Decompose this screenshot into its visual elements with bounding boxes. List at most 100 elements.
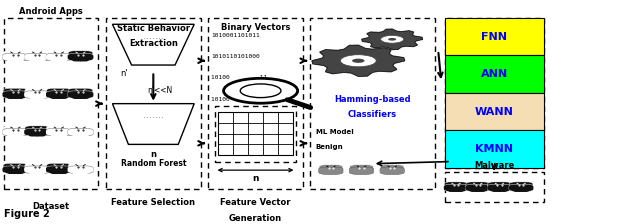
FancyBboxPatch shape bbox=[509, 182, 533, 189]
FancyBboxPatch shape bbox=[51, 57, 61, 61]
Text: Benign: Benign bbox=[316, 144, 343, 150]
FancyBboxPatch shape bbox=[25, 126, 49, 133]
FancyBboxPatch shape bbox=[390, 171, 400, 175]
FancyBboxPatch shape bbox=[79, 170, 89, 174]
FancyBboxPatch shape bbox=[47, 126, 71, 133]
FancyBboxPatch shape bbox=[334, 168, 343, 173]
FancyBboxPatch shape bbox=[395, 168, 404, 173]
Bar bbox=[445, 172, 543, 202]
FancyBboxPatch shape bbox=[68, 128, 93, 136]
FancyBboxPatch shape bbox=[84, 167, 93, 172]
FancyBboxPatch shape bbox=[3, 128, 28, 136]
FancyBboxPatch shape bbox=[19, 167, 28, 172]
FancyBboxPatch shape bbox=[24, 166, 50, 173]
FancyBboxPatch shape bbox=[24, 92, 34, 97]
Text: 1010001101011: 1010001101011 bbox=[211, 32, 260, 37]
FancyBboxPatch shape bbox=[3, 88, 28, 95]
Text: Malware: Malware bbox=[474, 161, 514, 170]
FancyBboxPatch shape bbox=[364, 168, 374, 173]
FancyBboxPatch shape bbox=[46, 166, 72, 173]
FancyBboxPatch shape bbox=[68, 88, 93, 95]
FancyBboxPatch shape bbox=[13, 170, 24, 174]
FancyBboxPatch shape bbox=[329, 171, 339, 175]
FancyBboxPatch shape bbox=[488, 186, 497, 190]
FancyBboxPatch shape bbox=[476, 188, 486, 192]
FancyBboxPatch shape bbox=[62, 167, 72, 172]
FancyBboxPatch shape bbox=[319, 165, 342, 172]
FancyBboxPatch shape bbox=[385, 171, 394, 175]
Bar bbox=[445, 130, 543, 168]
FancyBboxPatch shape bbox=[19, 130, 28, 134]
FancyBboxPatch shape bbox=[72, 95, 83, 99]
FancyBboxPatch shape bbox=[380, 165, 404, 172]
Circle shape bbox=[381, 35, 404, 43]
FancyBboxPatch shape bbox=[68, 51, 93, 58]
FancyBboxPatch shape bbox=[47, 88, 71, 95]
FancyBboxPatch shape bbox=[57, 132, 67, 136]
Text: FNN: FNN bbox=[481, 32, 507, 42]
FancyBboxPatch shape bbox=[24, 55, 34, 59]
FancyBboxPatch shape bbox=[62, 130, 72, 134]
FancyBboxPatch shape bbox=[380, 168, 389, 173]
FancyBboxPatch shape bbox=[459, 186, 468, 190]
FancyBboxPatch shape bbox=[3, 51, 28, 58]
Text: n': n' bbox=[120, 69, 128, 78]
Text: Binary Vectors: Binary Vectors bbox=[221, 23, 290, 32]
FancyBboxPatch shape bbox=[46, 167, 55, 172]
Bar bbox=[4, 18, 99, 190]
FancyBboxPatch shape bbox=[24, 130, 34, 134]
FancyBboxPatch shape bbox=[524, 186, 533, 190]
FancyBboxPatch shape bbox=[502, 186, 511, 190]
FancyBboxPatch shape bbox=[79, 57, 89, 61]
FancyBboxPatch shape bbox=[13, 132, 24, 136]
Text: WANN: WANN bbox=[475, 107, 513, 117]
Text: Extraction: Extraction bbox=[129, 39, 178, 48]
FancyBboxPatch shape bbox=[349, 167, 374, 174]
FancyBboxPatch shape bbox=[513, 188, 523, 192]
Circle shape bbox=[340, 55, 376, 67]
FancyBboxPatch shape bbox=[509, 186, 518, 190]
FancyBboxPatch shape bbox=[46, 92, 55, 97]
FancyBboxPatch shape bbox=[84, 55, 93, 59]
FancyBboxPatch shape bbox=[79, 132, 89, 136]
FancyBboxPatch shape bbox=[488, 182, 511, 189]
FancyBboxPatch shape bbox=[84, 92, 93, 97]
Bar bbox=[310, 18, 435, 190]
FancyBboxPatch shape bbox=[380, 167, 404, 174]
FancyBboxPatch shape bbox=[7, 57, 17, 61]
FancyBboxPatch shape bbox=[35, 170, 45, 174]
FancyBboxPatch shape bbox=[349, 168, 358, 173]
FancyBboxPatch shape bbox=[349, 165, 373, 172]
FancyBboxPatch shape bbox=[68, 126, 93, 133]
FancyBboxPatch shape bbox=[7, 95, 17, 99]
FancyBboxPatch shape bbox=[29, 95, 39, 99]
FancyBboxPatch shape bbox=[3, 167, 12, 172]
FancyBboxPatch shape bbox=[46, 53, 72, 61]
Text: Dataset: Dataset bbox=[33, 202, 70, 211]
FancyBboxPatch shape bbox=[79, 95, 89, 99]
FancyBboxPatch shape bbox=[68, 92, 77, 97]
Text: Figure 2: Figure 2 bbox=[4, 209, 50, 219]
Text: Android Apps: Android Apps bbox=[19, 7, 83, 16]
FancyBboxPatch shape bbox=[68, 55, 77, 59]
Bar bbox=[445, 93, 543, 130]
Circle shape bbox=[352, 59, 365, 63]
Circle shape bbox=[388, 38, 396, 41]
FancyBboxPatch shape bbox=[62, 92, 72, 97]
FancyBboxPatch shape bbox=[25, 88, 49, 95]
FancyBboxPatch shape bbox=[51, 170, 61, 174]
Bar bbox=[445, 18, 543, 168]
FancyBboxPatch shape bbox=[444, 182, 468, 189]
FancyBboxPatch shape bbox=[319, 168, 328, 173]
FancyBboxPatch shape bbox=[47, 163, 71, 170]
FancyBboxPatch shape bbox=[40, 130, 50, 134]
Bar bbox=[106, 18, 200, 190]
Text: n: n bbox=[150, 150, 156, 159]
FancyBboxPatch shape bbox=[40, 92, 50, 97]
FancyBboxPatch shape bbox=[57, 95, 67, 99]
FancyBboxPatch shape bbox=[360, 171, 369, 175]
FancyBboxPatch shape bbox=[46, 128, 72, 136]
FancyBboxPatch shape bbox=[7, 170, 17, 174]
FancyBboxPatch shape bbox=[24, 91, 50, 98]
FancyBboxPatch shape bbox=[444, 184, 468, 191]
